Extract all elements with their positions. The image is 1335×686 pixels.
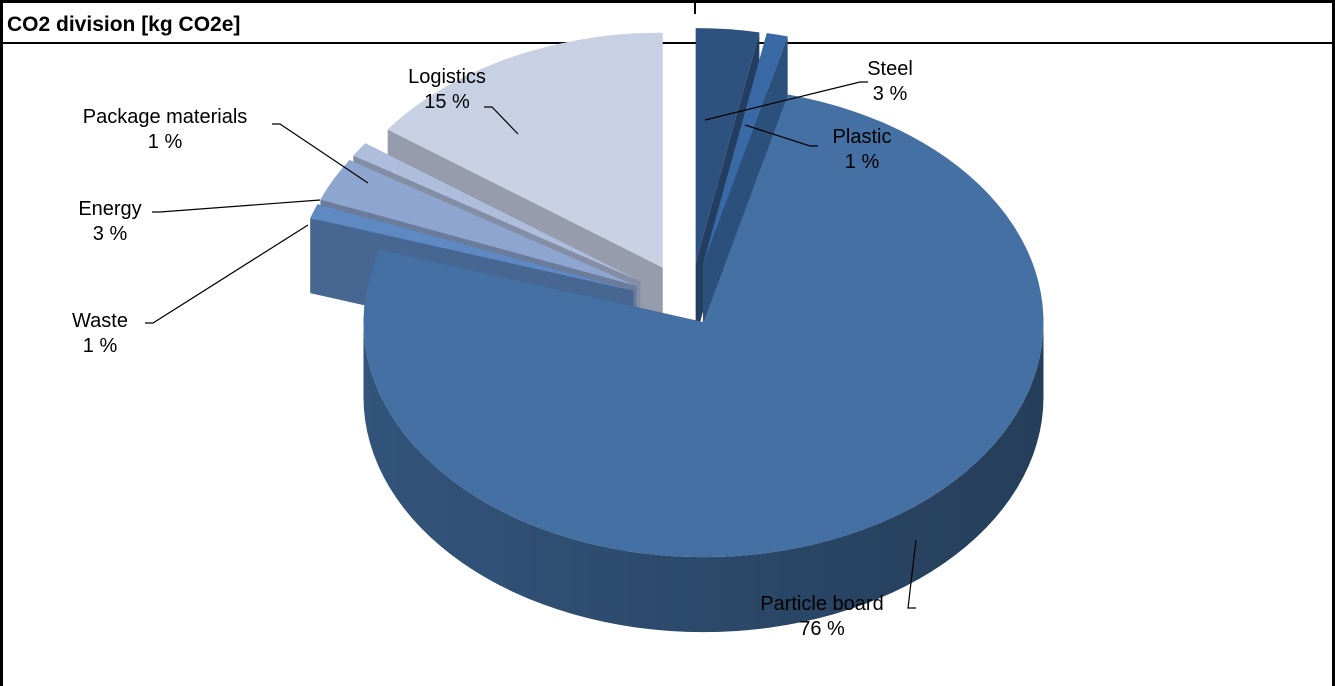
slice-wall-plastic	[703, 36, 788, 340]
label-value-energy: 3 %	[93, 223, 128, 245]
pie-labels: Steel 3 % Plastic 1 % Particle board 76 % Wast…	[72, 58, 917, 640]
slice-steel	[695, 28, 760, 264]
slice-package-materials	[353, 143, 641, 282]
slice-plastic	[703, 33, 788, 265]
leader-line-particle-board	[907, 539, 917, 609]
label-value-logistics: 15 %	[424, 91, 470, 113]
label-value-steel: 3 %	[873, 83, 908, 105]
slice-logistics	[387, 32, 663, 268]
pie-tops	[310, 28, 1044, 558]
slice-energy	[320, 160, 637, 286]
leader-line-energy	[152, 199, 321, 213]
frame-border-left	[0, 0, 3, 686]
leader-line-steel	[704, 81, 868, 121]
cell-divider	[694, 0, 696, 14]
leader-line-plastic	[744, 124, 818, 147]
label-name-logistics: Logistics	[408, 66, 486, 88]
label-name-energy: Energy	[78, 198, 141, 220]
label-name-plastic: Plastic	[833, 126, 892, 148]
leader-line-logistics	[484, 106, 519, 135]
slice-waste	[310, 204, 634, 291]
leader-line-package-materials	[272, 123, 369, 184]
slice-particle-board	[363, 94, 1044, 558]
frame-border-top	[0, 0, 1335, 3]
label-name-waste: Waste	[72, 310, 128, 332]
slice-side-particle-board	[363, 322, 1044, 633]
chart-title: CO2 division [kg CO2e]	[7, 13, 241, 36]
label-value-plastic: 1 %	[845, 151, 880, 173]
frame-border-right	[1332, 0, 1335, 686]
leader-line-waste	[145, 224, 309, 324]
label-name-particle-board: Particle board	[760, 593, 883, 615]
label-name-steel: Steel	[867, 58, 913, 80]
label-value-waste: 1 %	[83, 335, 118, 357]
label-name-package-materials: Package materials	[83, 106, 248, 128]
label-value-particle-board: 76 %	[799, 618, 845, 640]
label-value-package-materials: 1 %	[148, 131, 183, 153]
title-divider	[0, 42, 1335, 44]
